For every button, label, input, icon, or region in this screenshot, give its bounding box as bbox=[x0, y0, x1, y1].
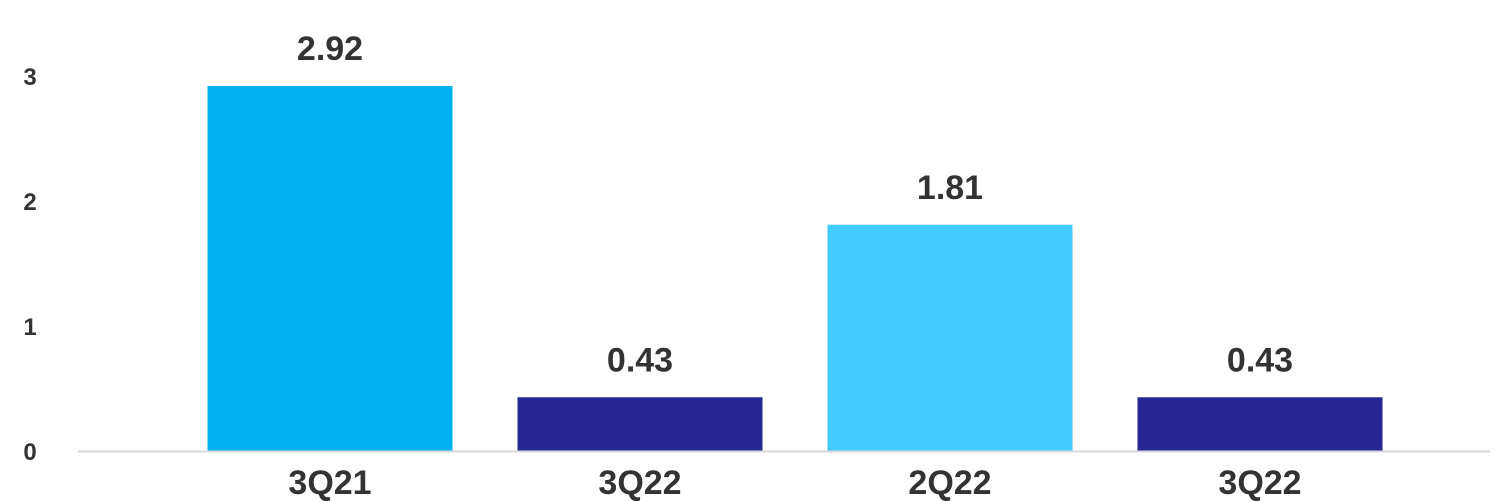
y-tick-label: 3 bbox=[23, 64, 36, 91]
bars bbox=[207, 86, 1383, 451]
category-label: 3Q22 bbox=[1218, 464, 1301, 502]
data-labels: 2.92 0.43 1.81 0.43 bbox=[297, 30, 1293, 379]
bar bbox=[1137, 397, 1383, 451]
bar bbox=[827, 224, 1073, 451]
data-label: 2.92 bbox=[297, 30, 363, 68]
data-label: 0.43 bbox=[1227, 341, 1293, 379]
data-label: 1.81 bbox=[917, 169, 983, 207]
bar bbox=[207, 86, 453, 451]
category-label: 3Q21 bbox=[288, 464, 371, 502]
y-axis-ticks: 0 1 2 3 bbox=[23, 64, 36, 466]
category-labels: 3Q21 3Q22 2Q22 3Q22 bbox=[288, 464, 1301, 502]
category-label: 3Q22 bbox=[598, 464, 681, 502]
y-tick-label: 2 bbox=[23, 189, 36, 216]
y-tick-label: 0 bbox=[23, 439, 36, 466]
bar bbox=[517, 397, 763, 451]
y-tick-label: 1 bbox=[23, 314, 36, 341]
data-label: 0.43 bbox=[607, 341, 673, 379]
category-label: 2Q22 bbox=[908, 464, 991, 502]
